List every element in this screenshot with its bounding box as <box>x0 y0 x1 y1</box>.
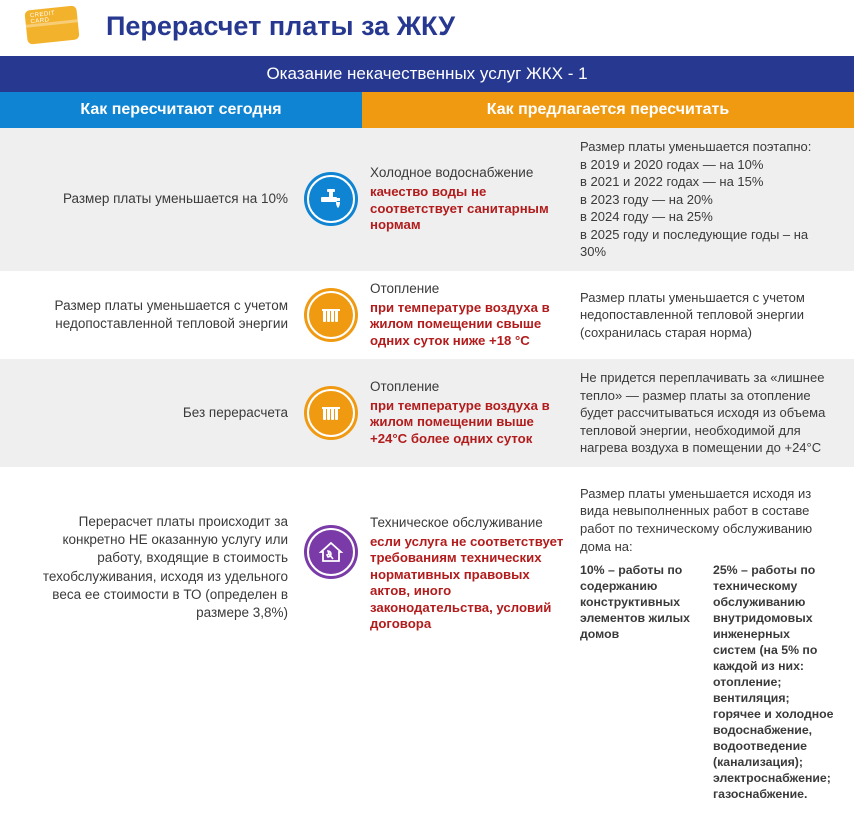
service-name: Отопление <box>370 281 564 298</box>
issue-text: при температуре воздуха в жилом помещени… <box>370 300 550 348</box>
header-icon: CREDIT CARD <box>20 6 90 46</box>
house-tool-icon <box>304 525 358 579</box>
col-header-proposed: Как предлагается пересчитать <box>362 92 854 128</box>
issue-text: при температуре воздуха в жилом помещени… <box>370 398 550 446</box>
issue-text: если услуга не соответствует требованиям… <box>370 534 563 632</box>
issue-text: качество воды не соответствует санитарны… <box>370 184 549 232</box>
list-item: в 2019 и 2020 годах — на 10% <box>580 156 836 174</box>
current-text: Перерасчет платы происходит за конкретно… <box>0 477 300 636</box>
current-text: Размер платы уменьшается на 10% <box>0 176 300 222</box>
table-row: Размер платы уменьшается на 10% Холодное… <box>0 128 854 271</box>
sub-header: Оказание некачественных услуг ЖКХ - 1 <box>0 56 854 92</box>
page-title: Перерасчет платы за ЖКУ <box>106 11 455 42</box>
sub-left-text: 10% – работы по содержанию конструктивны… <box>580 563 690 641</box>
header: CREDIT CARD Перерасчет платы за ЖКУ <box>0 0 854 56</box>
credit-card-icon: CREDIT CARD <box>24 5 79 44</box>
list-item: в 2023 году — на 20% <box>580 191 836 209</box>
radiator-icon <box>304 386 358 440</box>
current-text: Размер платы уменьшается с учетом недопо… <box>0 283 300 347</box>
tap-icon <box>304 172 358 226</box>
sub-left: 10% – работы по содержанию конструктивны… <box>580 563 703 803</box>
proposed-intro: Размер платы уменьшается поэтапно: <box>580 139 811 154</box>
current-text: Без перерасчета <box>0 390 300 436</box>
service-name: Холодное водоснабжение <box>370 165 564 182</box>
service-name: Техническое обслуживание <box>370 515 564 532</box>
service-name: Отопление <box>370 379 564 396</box>
table-row: Перерасчет платы происходит за конкретно… <box>0 467 854 831</box>
infographic-container: CREDIT CARD Перерасчет платы за ЖКУ Оказ… <box>0 0 854 831</box>
sub-right: 25% – работы по техническому обслуживани… <box>713 563 836 803</box>
col-header-current: Как пересчитают сегодня <box>0 92 362 128</box>
radiator-icon <box>304 288 358 342</box>
table-row: Размер платы уменьшается с учетом недопо… <box>0 271 854 359</box>
table-row: Без перерасчета Отопление при температур… <box>0 359 854 467</box>
proposed-list: в 2019 и 2020 годах — на 10% в 2021 и 20… <box>580 156 836 261</box>
sub-right-text: 25% – работы по техническому обслуживани… <box>713 563 834 801</box>
list-item: в 2024 году — на 25% <box>580 208 836 226</box>
proposed-subcolumns: 10% – работы по содержанию конструктивны… <box>580 563 836 803</box>
list-item: в 2021 и 2022 годах — на 15% <box>580 173 836 191</box>
proposed-intro: Размер платы уменьшается исходя из вида … <box>580 486 812 554</box>
list-item: в 2025 году и последующие годы – на 30% <box>580 226 836 261</box>
column-headers: Как пересчитают сегодня Как предлагается… <box>0 92 854 128</box>
proposed-text: Размер платы уменьшается с учетом недопо… <box>572 279 854 352</box>
proposed-text: Не придется переплачивать за «лишнее теп… <box>572 359 854 467</box>
